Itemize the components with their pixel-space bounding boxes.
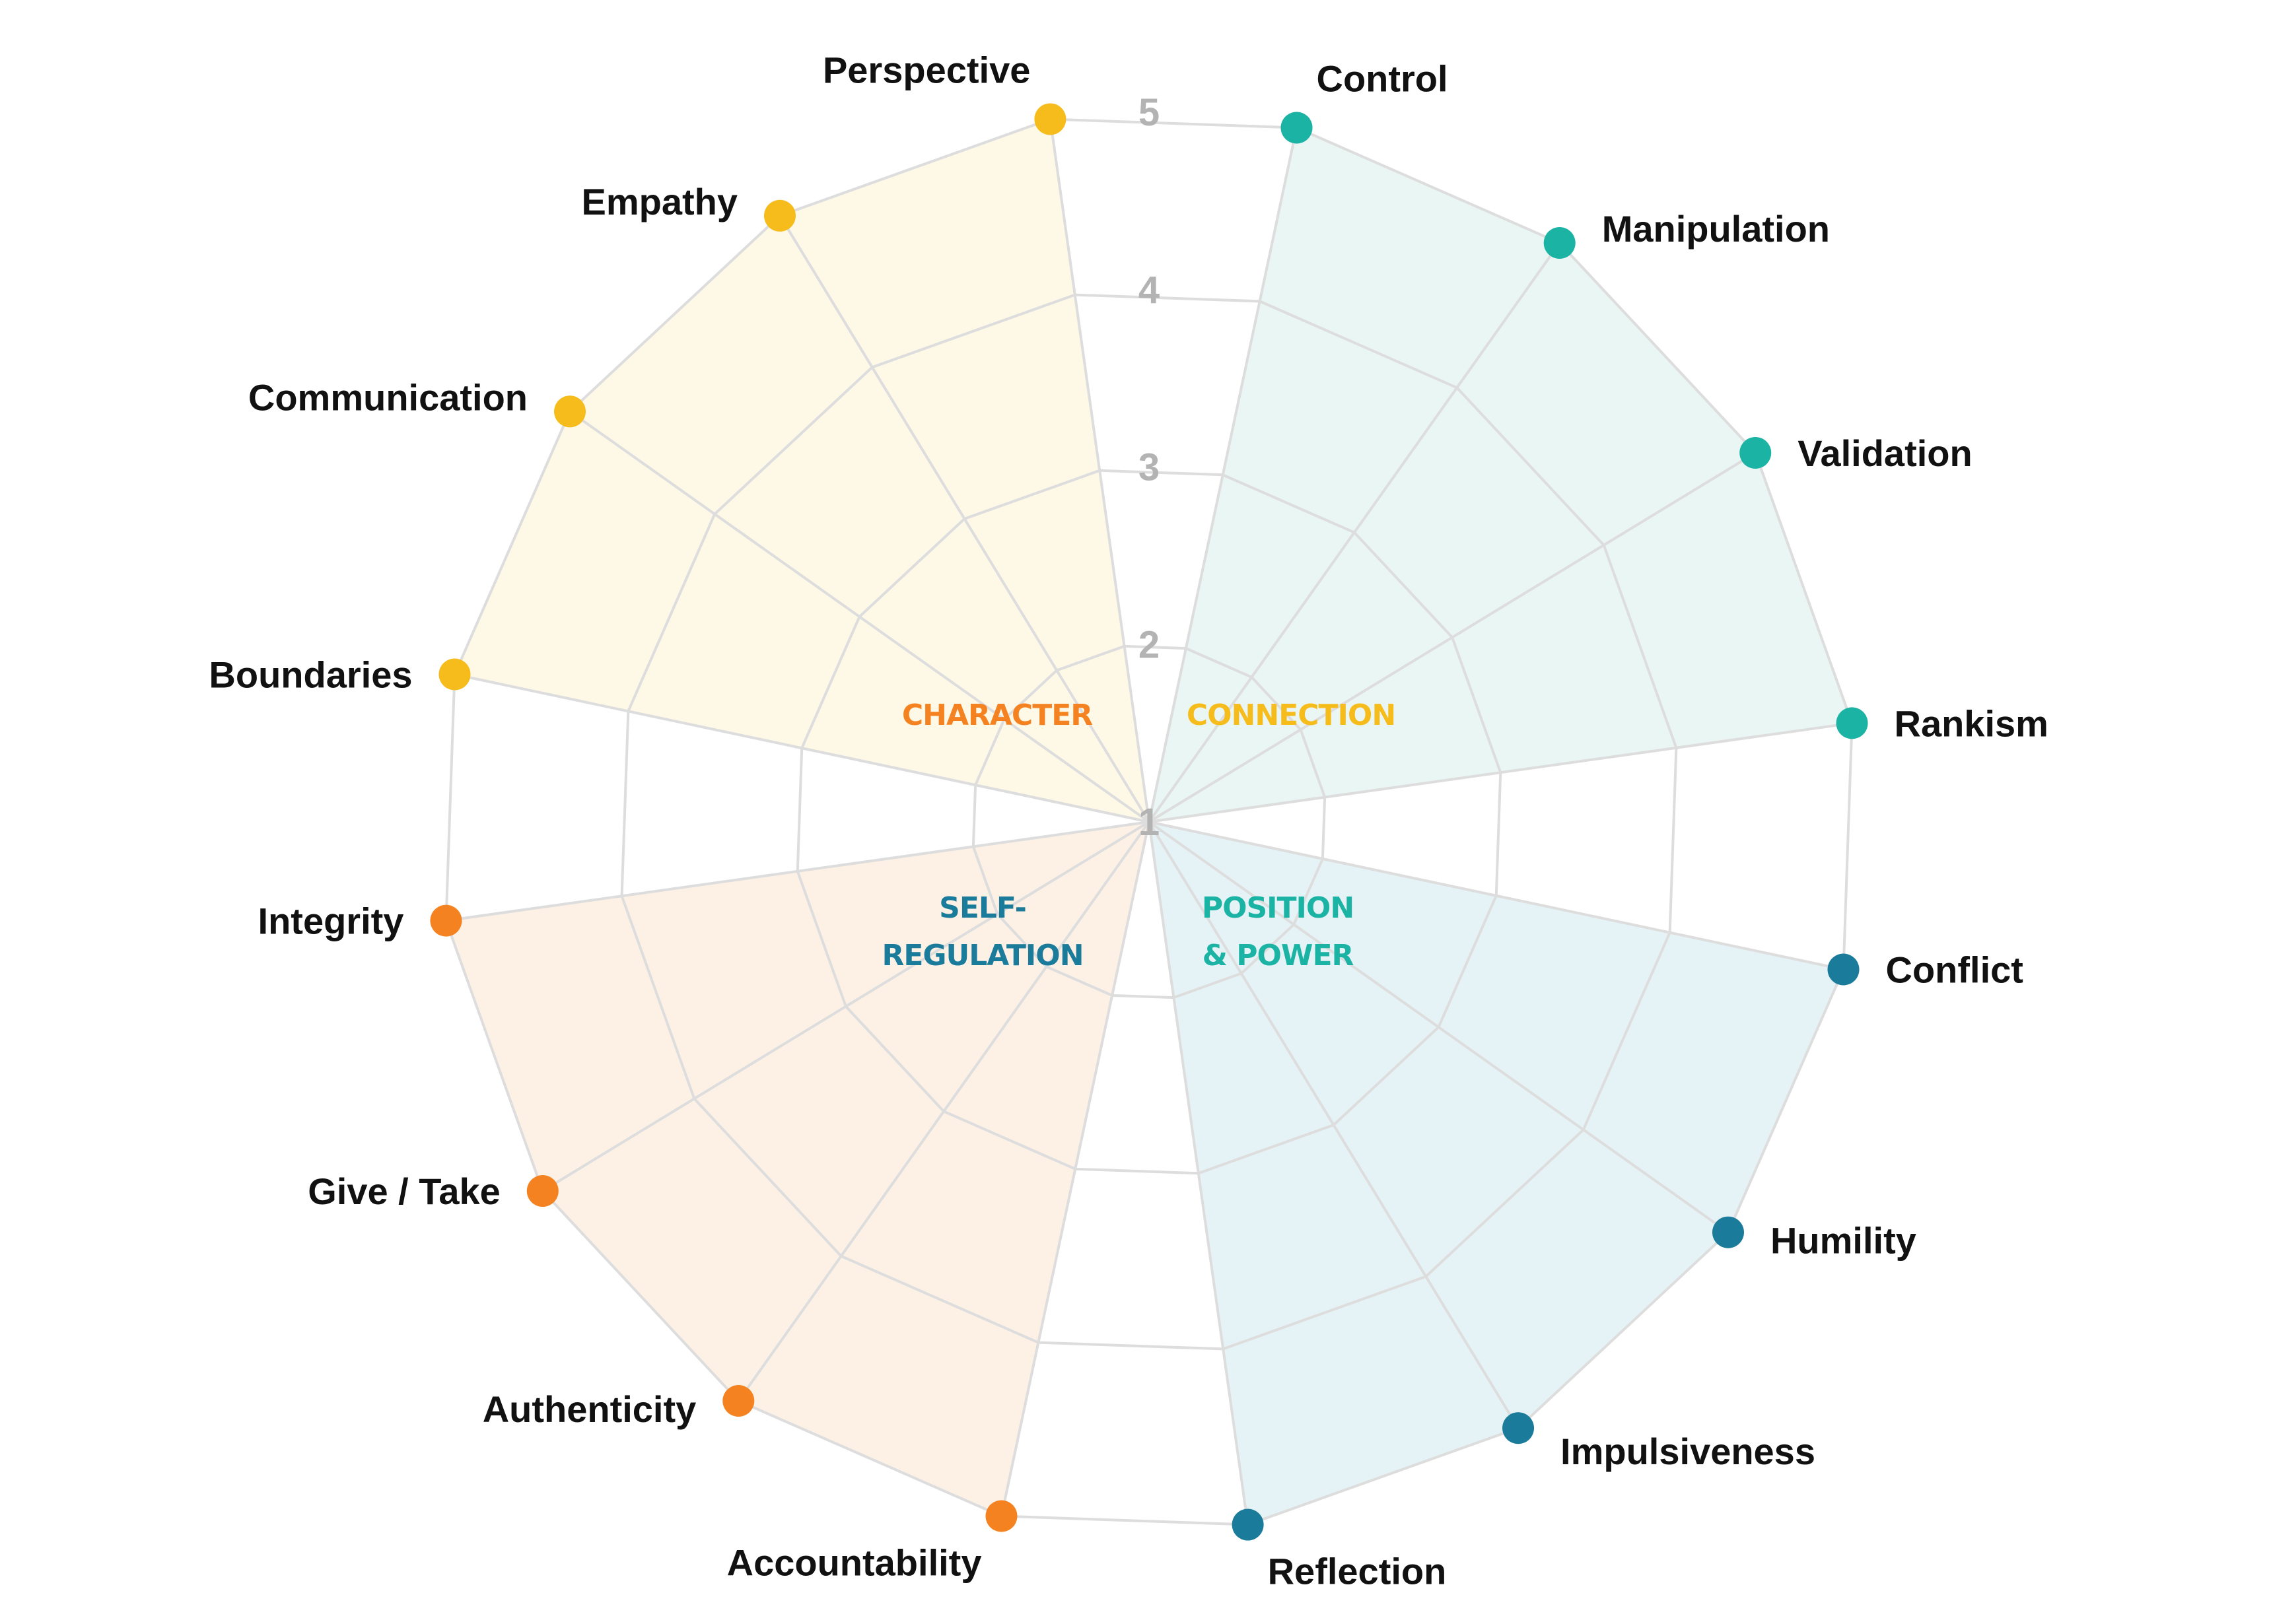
tick-labels: 1 2 3 4 5	[1138, 91, 1160, 844]
axis-label-boundaries: Boundaries	[209, 654, 412, 695]
group-label-position-power-line-0: POSITION	[1202, 891, 1354, 925]
tick-label-4: 4	[1138, 269, 1160, 312]
point-validation	[1739, 436, 1772, 469]
point-reflection	[1232, 1508, 1264, 1541]
sector-fill-connection	[454, 119, 1149, 823]
group-labels: CHARACTER CONNECTION POSITION & POWER SELF- R…	[882, 698, 1396, 972]
axis-label-impulsiveness: Impulsiveness	[1560, 1431, 1815, 1472]
point-boundaries	[438, 658, 471, 691]
point-manipulation	[1543, 227, 1576, 259]
point-impulsiveness	[1502, 1412, 1535, 1444]
tick-label-1: 1	[1138, 801, 1160, 844]
group-label-character-line-0: CHARACTER	[902, 698, 1092, 732]
point-rankism	[1836, 707, 1868, 739]
point-authenticity	[722, 1384, 755, 1417]
group-label-self-regulation-line-0: SELF-	[939, 891, 1026, 925]
axis-label-communication: Communication	[248, 376, 528, 418]
sector-fill-position-power	[1149, 127, 1852, 822]
point-perspective	[1034, 103, 1066, 135]
point-communication	[554, 395, 586, 428]
point-humility	[1712, 1216, 1744, 1248]
axis-label-perspective: Perspective	[823, 49, 1030, 90]
axis-label-accountability: Accountability	[727, 1542, 982, 1584]
grid-ring-4	[620, 293, 1678, 1351]
sector-fill-self-regulation	[1149, 822, 1844, 1525]
axis-label-rankism: Rankism	[1895, 702, 2048, 744]
tick-label-5: 5	[1138, 91, 1160, 134]
axis-label-validation: Validation	[1798, 432, 1972, 474]
grid	[444, 118, 1854, 1526]
point-give-take	[526, 1175, 559, 1207]
sector-fill-character	[446, 822, 1149, 1516]
point-integrity	[430, 904, 462, 937]
point-control	[1280, 112, 1313, 144]
point-empathy	[763, 199, 796, 232]
axis-label-authenticity: Authenticity	[483, 1388, 697, 1430]
axis-labels: Control Manipulation Validation Rankism Conf…	[209, 49, 2048, 1592]
tick-label-2: 2	[1138, 623, 1160, 666]
axis-label-integrity: Integrity	[258, 900, 404, 942]
group-label-position-power-line-1: & POWER	[1203, 939, 1354, 972]
axis-label-manipulation: Manipulation	[1602, 208, 1830, 250]
point-conflict	[1827, 953, 1860, 986]
axis-label-reflection: Reflection	[1268, 1551, 1447, 1592]
axis-label-humility: Humility	[1770, 1220, 1916, 1262]
axis-label-control: Control	[1317, 57, 1448, 99]
point-accountability	[985, 1500, 1018, 1532]
grid-ring-2	[971, 644, 1327, 999]
group-label-self-regulation-line-1: REGULATION	[882, 939, 1083, 972]
tick-label-3: 3	[1138, 446, 1160, 489]
axis-label-give-take: Give / Take	[308, 1170, 501, 1212]
group-label-connection-line-0: CONNECTION	[1187, 698, 1395, 732]
grid-ring-3	[796, 469, 1502, 1175]
axis-label-empathy: Empathy	[581, 181, 738, 222]
sector-fills	[446, 119, 1852, 1525]
data-points	[430, 103, 1868, 1541]
axis-label-conflict: Conflict	[1886, 949, 2023, 991]
